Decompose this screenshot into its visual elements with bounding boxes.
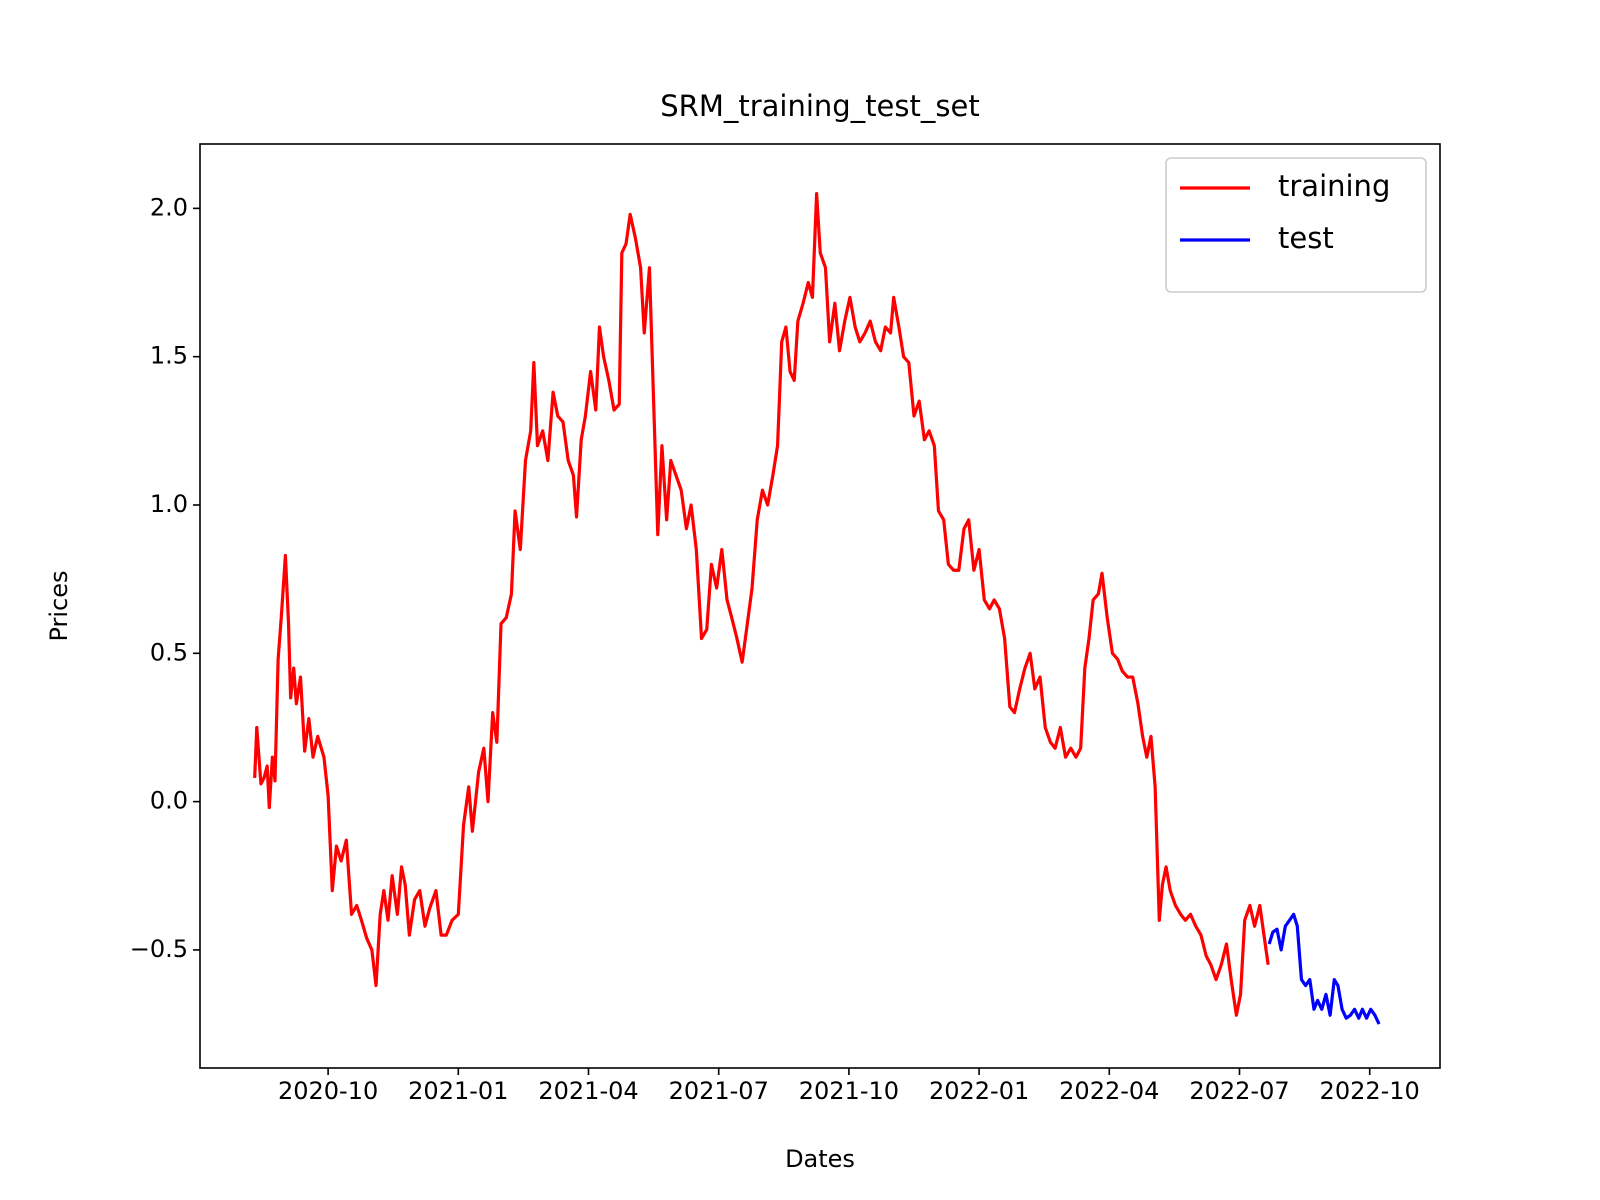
legend-label: training — [1278, 169, 1390, 203]
data-line — [1267, 912, 1381, 1025]
x-tick-label: 2022-01 — [929, 1077, 1029, 1105]
legend-label: test — [1278, 221, 1334, 255]
y-tick-label: 1.0 — [150, 490, 188, 518]
x-tick-label: 2021-04 — [538, 1077, 638, 1105]
x-tick-label: 2021-10 — [799, 1077, 899, 1105]
x-tick-label: 2021-01 — [408, 1077, 508, 1105]
chart-title: SRM_training_test_set — [660, 89, 979, 123]
y-tick-label: −0.5 — [130, 935, 188, 963]
plot-frame — [199, 143, 1441, 1069]
data-line — [253, 191, 1270, 1017]
y-tick-label: 2.0 — [150, 193, 188, 221]
y-axis-label: Prices — [45, 570, 73, 641]
x-tick-label: 2021-07 — [669, 1077, 769, 1105]
y-tick-label: 0.0 — [150, 787, 188, 815]
y-tick-label: 1.5 — [150, 342, 188, 370]
legend-box — [1165, 157, 1427, 293]
y-tick-label: 0.5 — [150, 638, 188, 666]
x-tick-label: 2022-04 — [1059, 1077, 1159, 1105]
x-axis-label: Dates — [785, 1145, 855, 1173]
x-tick-label: 2022-10 — [1320, 1077, 1420, 1105]
x-tick-label: 2020-10 — [278, 1077, 378, 1105]
x-tick-label: 2022-07 — [1189, 1077, 1289, 1105]
